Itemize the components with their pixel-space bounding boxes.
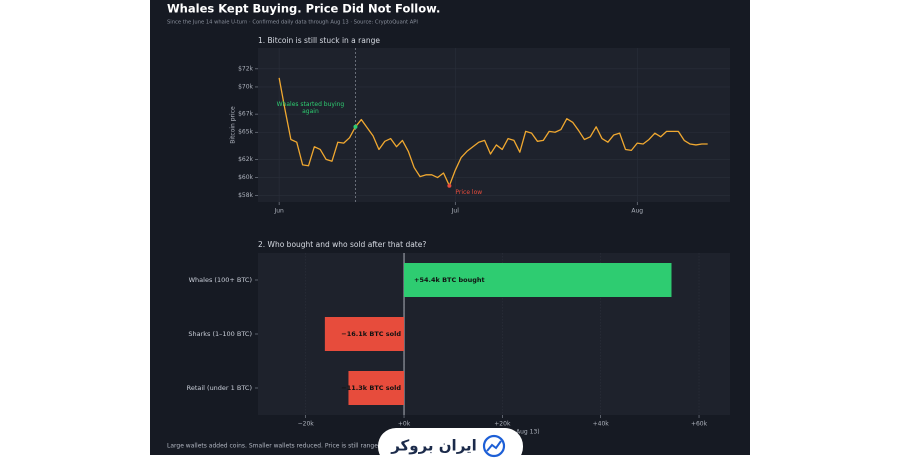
watermark-icon (482, 434, 506, 458)
x-tick-label: Jun (273, 208, 284, 215)
price-line (278, 77, 708, 187)
subtitle: Since the June 14 whale U-turn · Confirm… (167, 20, 418, 26)
x-tick-label: −20k (298, 421, 315, 428)
annotation: Whales started buying again (276, 100, 345, 115)
bar (404, 263, 672, 297)
value-label: −11.3k BTC sold (341, 384, 401, 392)
watermark-text: ایران بروکر (390, 437, 477, 455)
x-tick-label: +20k (494, 421, 511, 428)
event-dot (447, 183, 452, 188)
value-label: −16.1k BTC sold (341, 330, 401, 338)
x-tick-label: +60k (691, 421, 708, 428)
annotation: Price low (455, 188, 483, 196)
chart-title: 2. Who bought and who sold after that da… (258, 240, 426, 249)
x-tick-label: +40k (593, 421, 610, 428)
category-label: Retail (under 1 BTC) (187, 384, 252, 392)
annotation-box: Price low (455, 188, 483, 196)
y-tick-label: $72k (238, 65, 253, 72)
y-axis-label: Bitcoin price (230, 106, 237, 144)
y-tick-label: $70k (238, 83, 253, 90)
x-tick-label: Aug (631, 208, 643, 215)
chart-title: 1. Bitcoin is still stuck in a range (258, 36, 380, 45)
watermark-pill (378, 428, 523, 465)
watermark-icon-arrow (486, 440, 502, 452)
bar (324, 317, 405, 351)
y-tick-label: $67k (238, 111, 253, 118)
title: Whales Kept Buying. Price Did Not Follow… (167, 2, 440, 16)
y-tick-label: $65k (238, 129, 253, 136)
annotation-box: Whales started buying again (276, 100, 345, 115)
x-tick-label: Jul (451, 208, 460, 215)
event-dot (353, 124, 358, 129)
category-label: Sharks (1–100 BTC) (188, 330, 252, 338)
category-label: Whales (100+ BTC) (189, 276, 252, 284)
value-label: +54.4k BTC bought (414, 276, 485, 284)
y-tick-label: $62k (238, 156, 253, 163)
y-tick-label: $58k (238, 192, 253, 199)
y-tick-label: $60k (238, 174, 253, 181)
watermark: ایران بروکر (378, 428, 523, 465)
bar (348, 371, 405, 405)
footer: Large wallets added coins. Smaller walle… (167, 443, 401, 450)
x-tick-label: +0k (398, 421, 411, 428)
plot-area (258, 48, 730, 202)
